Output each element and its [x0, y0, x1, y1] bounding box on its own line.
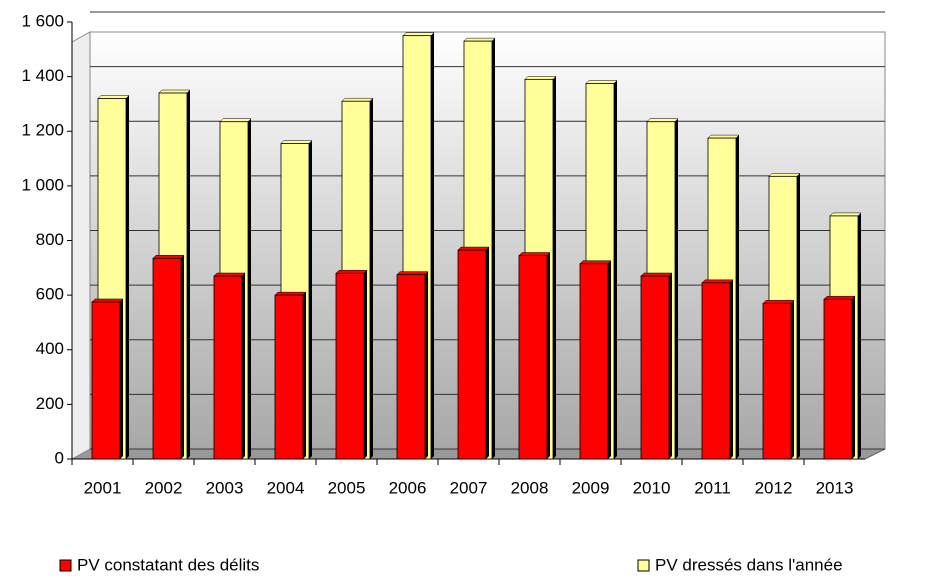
bar-side [675, 118, 678, 460]
y-tick-label: 1 400 [21, 66, 64, 85]
x-tick-label: 2005 [328, 478, 366, 497]
x-tick-label: 2010 [633, 478, 671, 497]
bar-side [492, 38, 495, 460]
bar-side [187, 90, 190, 459]
bar-top [463, 37, 496, 42]
bar-top [524, 76, 557, 80]
y-tick-label: 1 600 [21, 11, 64, 30]
bar [335, 272, 365, 460]
bar-top [341, 97, 374, 102]
x-tick-label: 2003 [206, 478, 244, 497]
bar-side [730, 279, 733, 459]
bar-top [646, 118, 679, 122]
bar-top [274, 291, 307, 296]
x-tick-label: 2012 [755, 478, 793, 497]
bar-top [335, 270, 368, 274]
bar-side [669, 273, 672, 459]
legend-swatch [637, 559, 650, 572]
bar [152, 257, 182, 460]
bar [396, 274, 426, 460]
bar-top [152, 255, 185, 259]
bar [823, 298, 853, 460]
bar-top [707, 134, 740, 139]
bar-side [852, 296, 855, 459]
bar-top [219, 118, 252, 122]
x-tick-label: 2001 [84, 478, 122, 497]
bar-top [640, 272, 673, 277]
legend-swatch [59, 559, 72, 572]
y-tick-label: 400 [36, 339, 64, 358]
bar-top [396, 271, 429, 275]
y-tick-label: 200 [36, 394, 64, 413]
bar-top [518, 252, 551, 256]
bar-top [213, 272, 246, 277]
bar-side [242, 273, 245, 459]
bar-side [364, 270, 367, 459]
bar-side [309, 140, 312, 459]
bar [701, 282, 731, 460]
y-tick-label: 1 200 [21, 121, 64, 140]
bar-side [797, 173, 800, 460]
x-tick-label: 2007 [450, 478, 488, 497]
bar-top [158, 89, 191, 94]
bar-side [126, 95, 129, 459]
bar-side [486, 247, 489, 459]
bar-top [701, 279, 734, 284]
bar-top [768, 173, 801, 177]
bar-side [547, 252, 550, 459]
bar-top [823, 295, 856, 300]
bar-side [614, 80, 617, 459]
y-tick-label: 0 [55, 448, 64, 467]
bar-side [303, 292, 306, 459]
bar-side [370, 98, 373, 460]
bar-top [280, 140, 313, 144]
bar [213, 275, 243, 460]
x-tick-label: 2008 [511, 478, 549, 497]
x-tick-label: 2009 [572, 478, 610, 497]
bar-top [585, 80, 618, 84]
y-tick-label: 800 [36, 230, 64, 249]
bar [457, 249, 487, 460]
bar-side [120, 298, 123, 459]
bar-side [431, 32, 434, 459]
side-wall [71, 31, 91, 460]
bar [762, 302, 792, 460]
bar-side [791, 300, 794, 459]
x-tick-label: 2013 [816, 478, 854, 497]
bar-side [181, 255, 184, 459]
bar-top [762, 300, 795, 304]
bar-side [425, 271, 428, 459]
bar-top [91, 298, 124, 303]
bar [579, 263, 609, 460]
bar-side [553, 76, 556, 459]
bar-side [248, 118, 251, 460]
bar-top [829, 212, 862, 217]
x-tick-label: 2006 [389, 478, 427, 497]
x-tick-label: 2011 [694, 478, 731, 497]
bar [274, 294, 304, 460]
bar-top [402, 32, 435, 36]
bar [518, 255, 548, 460]
bar-top [579, 260, 612, 264]
y-tick-label: 1 000 [21, 175, 64, 194]
bar-top [457, 246, 490, 251]
y-tick-label: 600 [36, 285, 64, 304]
bar [91, 301, 121, 460]
bar-side [608, 260, 611, 459]
bar [640, 275, 670, 460]
bar-side [858, 212, 861, 459]
legend-label: PV dressés dans l'année [655, 555, 843, 574]
bar-side [736, 135, 739, 459]
x-tick-label: 2002 [145, 478, 183, 497]
legend-label: PV constatant des délits [77, 555, 259, 574]
bar-top [97, 95, 130, 99]
x-tick-label: 2004 [267, 478, 305, 497]
